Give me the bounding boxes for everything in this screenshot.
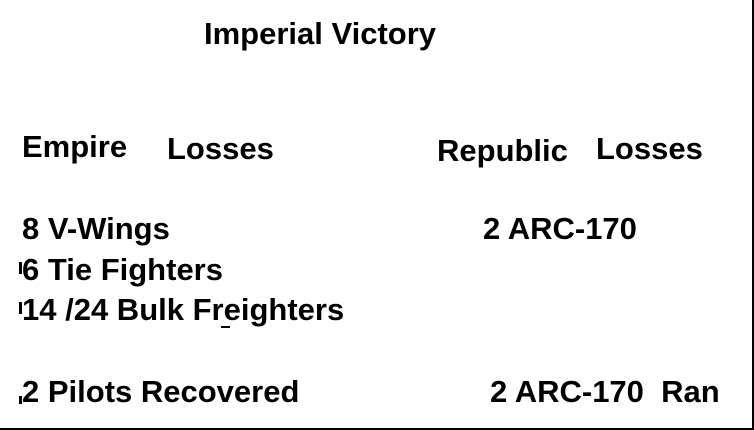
- empire-heading-losses: Losses: [167, 131, 274, 166]
- republic-arc-170-ran: 2 ARC-170 Ran: [490, 374, 720, 409]
- empire-loss-bulk-freighters: 14 /24 Bulk Freighters: [22, 292, 345, 327]
- result-title: Imperial Victory: [204, 16, 437, 51]
- edge-mark: [19, 262, 22, 274]
- underscore-mark: [221, 326, 230, 328]
- republic-heading-losses: Losses: [596, 131, 703, 166]
- edge-mark: [19, 396, 22, 404]
- republic-loss-arc-170: 2 ARC-170: [483, 211, 637, 246]
- edge-mark: [19, 302, 22, 314]
- empire-loss-v-wings: 8 V-Wings: [22, 211, 170, 246]
- empire-pilots-recovered: 2 Pilots Recovered: [22, 374, 300, 409]
- empire-heading-empire: Empire: [22, 129, 128, 164]
- republic-heading-republic: Republic: [437, 133, 568, 168]
- empire-loss-tie-fighters: 6 Tie Fighters: [22, 252, 223, 287]
